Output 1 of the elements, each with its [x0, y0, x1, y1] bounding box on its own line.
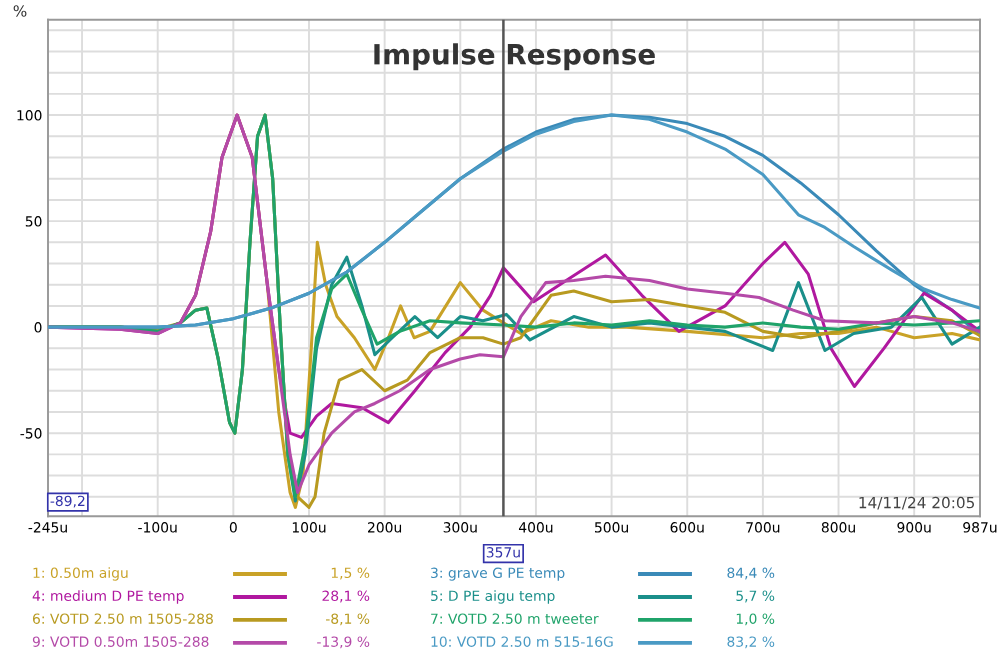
text: Impulse Response — [374, 43, 655, 71]
